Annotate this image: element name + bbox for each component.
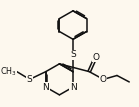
Text: O: O [92,53,99,62]
Text: N: N [43,83,49,92]
Text: CH$_3$: CH$_3$ [0,65,17,78]
Text: S: S [27,75,33,84]
Text: N: N [70,83,76,92]
Text: S: S [70,50,76,59]
Text: O: O [100,75,107,84]
